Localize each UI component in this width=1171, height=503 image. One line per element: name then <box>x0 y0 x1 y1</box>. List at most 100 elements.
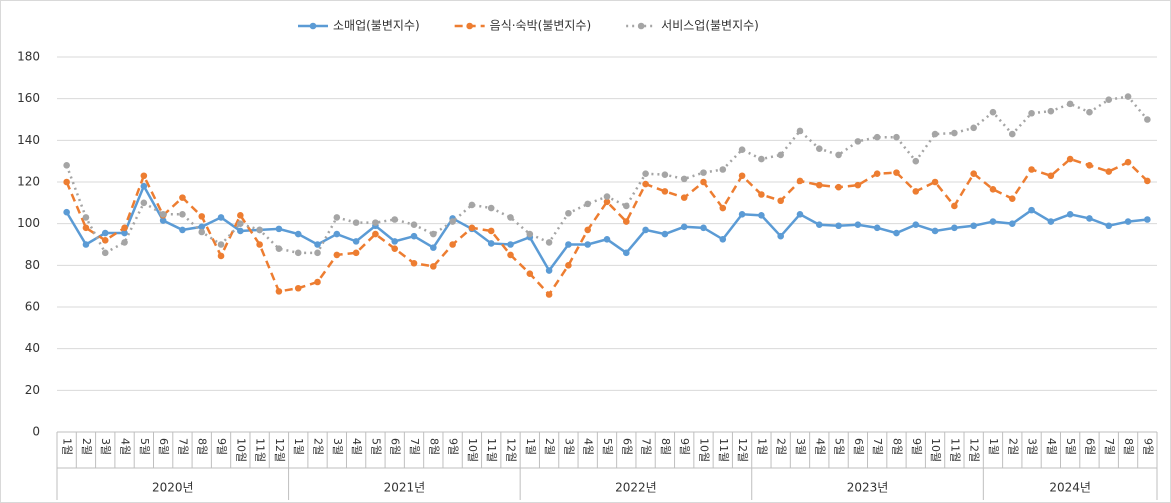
point <box>1105 222 1113 230</box>
point <box>179 194 186 201</box>
point <box>140 172 148 180</box>
point <box>738 172 746 180</box>
x-tick-label: 3월 <box>99 438 112 455</box>
point <box>159 210 167 218</box>
x-tick-label: 4월 <box>582 438 595 455</box>
point <box>854 221 862 229</box>
point <box>449 241 456 248</box>
point <box>738 146 746 154</box>
x-tick-label: 1월 <box>61 438 74 455</box>
point <box>1028 109 1035 117</box>
point <box>121 224 128 232</box>
x-tick-label: 9월 <box>447 438 460 455</box>
point <box>487 204 495 212</box>
point <box>1086 108 1093 116</box>
point <box>217 252 225 260</box>
x-tick-label: 12월 <box>273 438 286 462</box>
y-tick-label: 20 <box>25 383 40 397</box>
point <box>179 210 186 218</box>
x-tick-label: 9월 <box>910 438 923 455</box>
point <box>1144 116 1151 123</box>
point <box>603 235 611 243</box>
point <box>449 218 456 225</box>
x-tick-label: 1월 <box>755 438 768 455</box>
point <box>333 251 341 259</box>
y-tick-label: 100 <box>17 216 40 230</box>
point <box>468 201 476 209</box>
point <box>970 222 977 230</box>
point <box>333 230 341 238</box>
point <box>545 267 553 274</box>
point <box>140 199 148 207</box>
x-tick-label: 9월 <box>215 438 228 455</box>
x-tick-label: 3월 <box>794 438 807 455</box>
x-tick-label: 10월 <box>929 438 942 462</box>
point <box>642 170 649 177</box>
point <box>1047 218 1055 225</box>
x-tick-label: 3월 <box>1026 438 1039 455</box>
point <box>333 214 341 221</box>
point <box>352 238 360 245</box>
point <box>931 178 939 186</box>
point <box>835 183 842 191</box>
point <box>101 249 109 257</box>
point <box>1144 216 1151 223</box>
point <box>314 249 321 257</box>
legend-marker <box>309 22 317 30</box>
x-tick-label: 10월 <box>697 438 710 462</box>
point <box>314 278 321 286</box>
x-tick-label: 6월 <box>1083 438 1096 455</box>
point <box>63 178 70 186</box>
y-tick-label: 140 <box>17 133 40 147</box>
point <box>507 241 514 248</box>
group-label: 2024년 <box>1049 481 1091 495</box>
point <box>912 157 920 165</box>
point <box>63 208 70 216</box>
point <box>700 178 707 186</box>
x-tick-label: 7월 <box>176 438 189 455</box>
point <box>294 284 302 292</box>
y-tick-label: 80 <box>25 258 40 272</box>
point <box>854 181 862 189</box>
x-tick-label: 4월 <box>119 438 132 455</box>
x-tick-label: 11월 <box>948 438 961 462</box>
point <box>545 239 553 246</box>
point <box>854 138 862 145</box>
point <box>603 193 611 200</box>
point <box>314 241 321 248</box>
point <box>1086 215 1093 222</box>
point <box>719 235 727 243</box>
x-tick-label: 6월 <box>852 438 865 455</box>
x-tick-label: 6월 <box>389 438 402 455</box>
x-tick-label: 6월 <box>620 438 633 455</box>
point <box>179 226 186 234</box>
point <box>1105 96 1113 104</box>
point <box>410 221 418 229</box>
point <box>873 224 881 232</box>
point <box>1086 162 1093 169</box>
point <box>777 151 784 159</box>
point <box>275 225 283 233</box>
x-tick-label: 1월 <box>524 438 537 455</box>
point <box>758 155 765 163</box>
point <box>82 214 90 221</box>
y-tick-label: 0 <box>32 425 40 439</box>
x-tick-label: 9월 <box>1141 438 1154 455</box>
y-tick-label: 160 <box>17 91 40 105</box>
point <box>526 230 534 238</box>
x-tick-label: 9월 <box>678 438 691 455</box>
point <box>198 223 206 231</box>
point <box>468 224 476 232</box>
point <box>1105 168 1113 175</box>
point <box>951 129 958 137</box>
x-tick-label: 5월 <box>833 438 846 455</box>
point <box>835 222 842 230</box>
point <box>237 227 244 235</box>
point <box>796 210 804 218</box>
point <box>565 241 572 248</box>
point <box>1008 220 1016 227</box>
point <box>1028 206 1035 214</box>
point <box>700 169 707 176</box>
point <box>391 245 399 252</box>
point <box>700 224 707 232</box>
